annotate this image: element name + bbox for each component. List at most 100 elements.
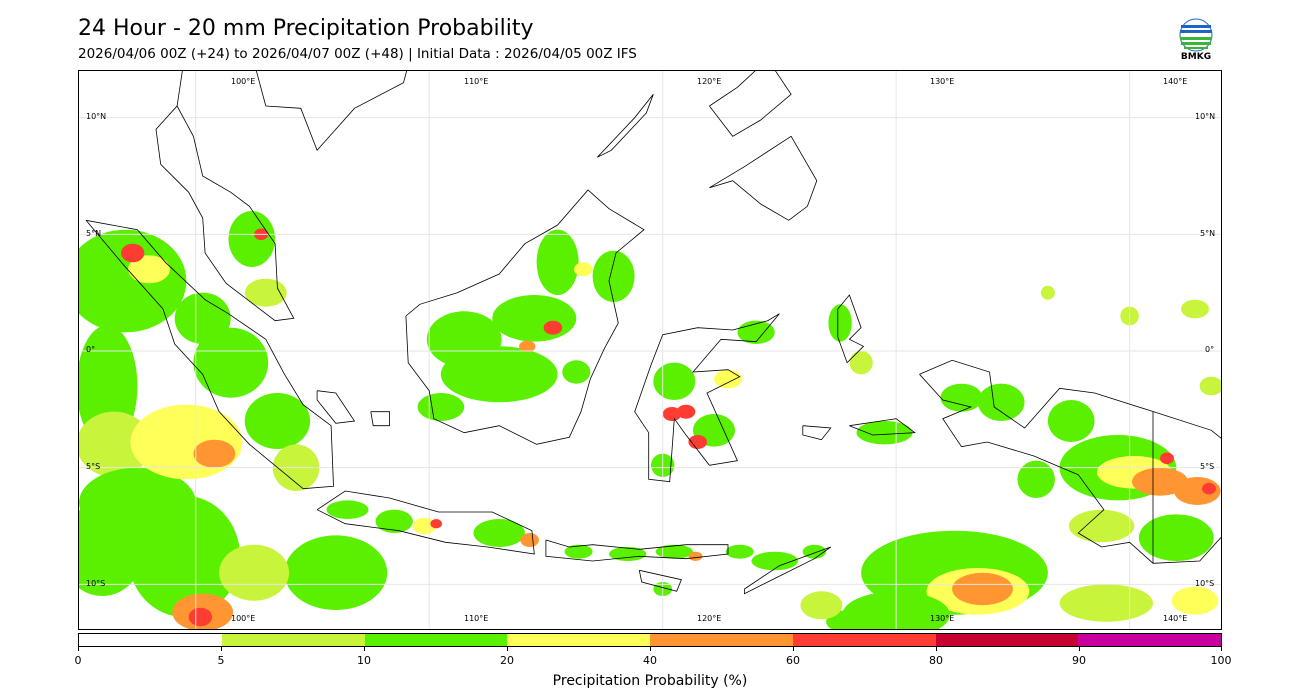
precip-area	[121, 243, 145, 263]
precip-area	[412, 517, 437, 535]
precip-area	[244, 393, 311, 449]
bmkg-emblem-icon	[1179, 18, 1213, 52]
precip-area	[188, 607, 213, 627]
precip-area	[193, 439, 236, 468]
buru-coast	[802, 425, 832, 441]
colorbar-tick-label: 100	[1210, 654, 1232, 667]
colorbar-tick	[221, 647, 222, 651]
halmahera-coast	[837, 294, 865, 364]
colorbar-tick	[936, 647, 937, 651]
lat-label-0: 0°	[86, 345, 96, 354]
precip-area	[574, 262, 593, 277]
precip-area	[430, 519, 443, 529]
precip-area	[802, 544, 827, 559]
precip-area	[1040, 285, 1055, 300]
colorbar-tick-label: 60	[786, 654, 800, 667]
colorbar-tick	[78, 647, 79, 651]
precip-area	[128, 255, 170, 284]
colorbar-segment-5-10	[221, 634, 365, 646]
colorbar-tick-label: 80	[929, 654, 943, 667]
precip-area	[940, 383, 983, 412]
precip-area	[417, 393, 465, 421]
precip-area	[1138, 514, 1214, 561]
colorbar-tick	[1079, 647, 1080, 651]
philippines-visayas-coast	[709, 71, 792, 137]
lon-label-110e-bottom: 110°E	[464, 614, 489, 623]
precip-area	[228, 211, 276, 267]
bmkg-logo: BMKG	[1176, 18, 1216, 66]
precip-area	[536, 229, 579, 295]
precip-area	[952, 572, 1013, 606]
precip-area	[688, 551, 703, 561]
lat-label-10n-right: 10°N	[1195, 112, 1216, 121]
colorbar-tick	[1221, 647, 1222, 651]
map-subtitle: 2026/04/06 00Z (+24) to 2026/04/07 00Z (…	[78, 46, 637, 62]
colorbar-tick-label: 40	[643, 654, 657, 667]
colorbar-segment-10-20	[364, 634, 508, 646]
precip-area	[655, 544, 693, 559]
precip-area	[609, 547, 647, 561]
indochina-coast	[265, 71, 408, 152]
colorbar-label: Precipitation Probability (%)	[552, 673, 748, 689]
colorbar-tick-label: 0	[74, 654, 82, 667]
precip-area	[1047, 400, 1095, 442]
colorbar-tick	[650, 647, 651, 651]
precip-area	[1199, 376, 1221, 396]
lat-label-10n: 10°N	[86, 112, 107, 121]
precip-area	[977, 383, 1025, 421]
colorbar-segment-0-5	[79, 634, 222, 646]
timor-coast	[744, 546, 832, 595]
precip-area	[543, 320, 563, 335]
lat-label-5s: 5°S	[86, 462, 101, 471]
precip-area	[519, 340, 536, 353]
precip-area	[1017, 460, 1055, 498]
map-title: 24 Hour - 20 mm Precipitation Probabilit…	[78, 16, 534, 41]
lat-label-5n-right: 5°N	[1200, 229, 1216, 238]
sumba-coast	[638, 569, 682, 592]
graticule	[79, 71, 1221, 629]
precip-area	[653, 362, 696, 400]
mindanao-coast	[709, 135, 818, 221]
lat-label-5s-right: 5°S	[1200, 462, 1215, 471]
precip-area	[564, 544, 593, 559]
precip-area	[128, 495, 241, 617]
precip-area	[193, 327, 269, 398]
malay-peninsula-coast	[155, 105, 295, 322]
precipitation-fields	[79, 211, 1221, 629]
precip-area	[725, 544, 754, 559]
precip-area	[562, 360, 591, 384]
precip-area	[492, 295, 577, 342]
lat-label-0-right: 0°	[1205, 345, 1215, 354]
precip-area	[826, 610, 873, 629]
borneo-coast	[405, 189, 645, 445]
colorbar-tick	[507, 647, 508, 651]
precip-area	[440, 346, 558, 403]
precip-area	[676, 404, 696, 419]
precip-area	[828, 304, 852, 342]
belitung-coast	[370, 411, 390, 427]
colorbar-tick-label: 10	[357, 654, 371, 667]
coastlines	[85, 71, 1221, 595]
colorbar-segment-90-100	[1078, 634, 1221, 646]
precip-area	[856, 421, 913, 445]
precip-area	[1181, 299, 1209, 319]
lat-label-10s-right: 10°S	[1195, 579, 1215, 588]
map-canvas	[79, 71, 1221, 629]
precip-area	[326, 500, 369, 519]
precip-area	[1160, 452, 1174, 465]
colorbar	[78, 633, 1222, 647]
precip-area	[244, 278, 287, 307]
precip-area	[849, 351, 873, 375]
seram-coast	[849, 418, 916, 436]
lon-label-100e: 100°E	[231, 77, 256, 86]
precip-area	[79, 411, 152, 477]
colorbar-segment-20-40	[507, 634, 650, 646]
lon-label-130e-bottom: 130°E	[930, 614, 955, 623]
precip-area	[79, 502, 145, 596]
colorbar-tick-label: 20	[500, 654, 514, 667]
lat-label-5n: 5°N	[86, 229, 102, 238]
precip-area	[800, 591, 843, 620]
precip-area	[592, 250, 635, 302]
precip-area	[1171, 586, 1219, 615]
precip-area	[1202, 482, 1216, 495]
